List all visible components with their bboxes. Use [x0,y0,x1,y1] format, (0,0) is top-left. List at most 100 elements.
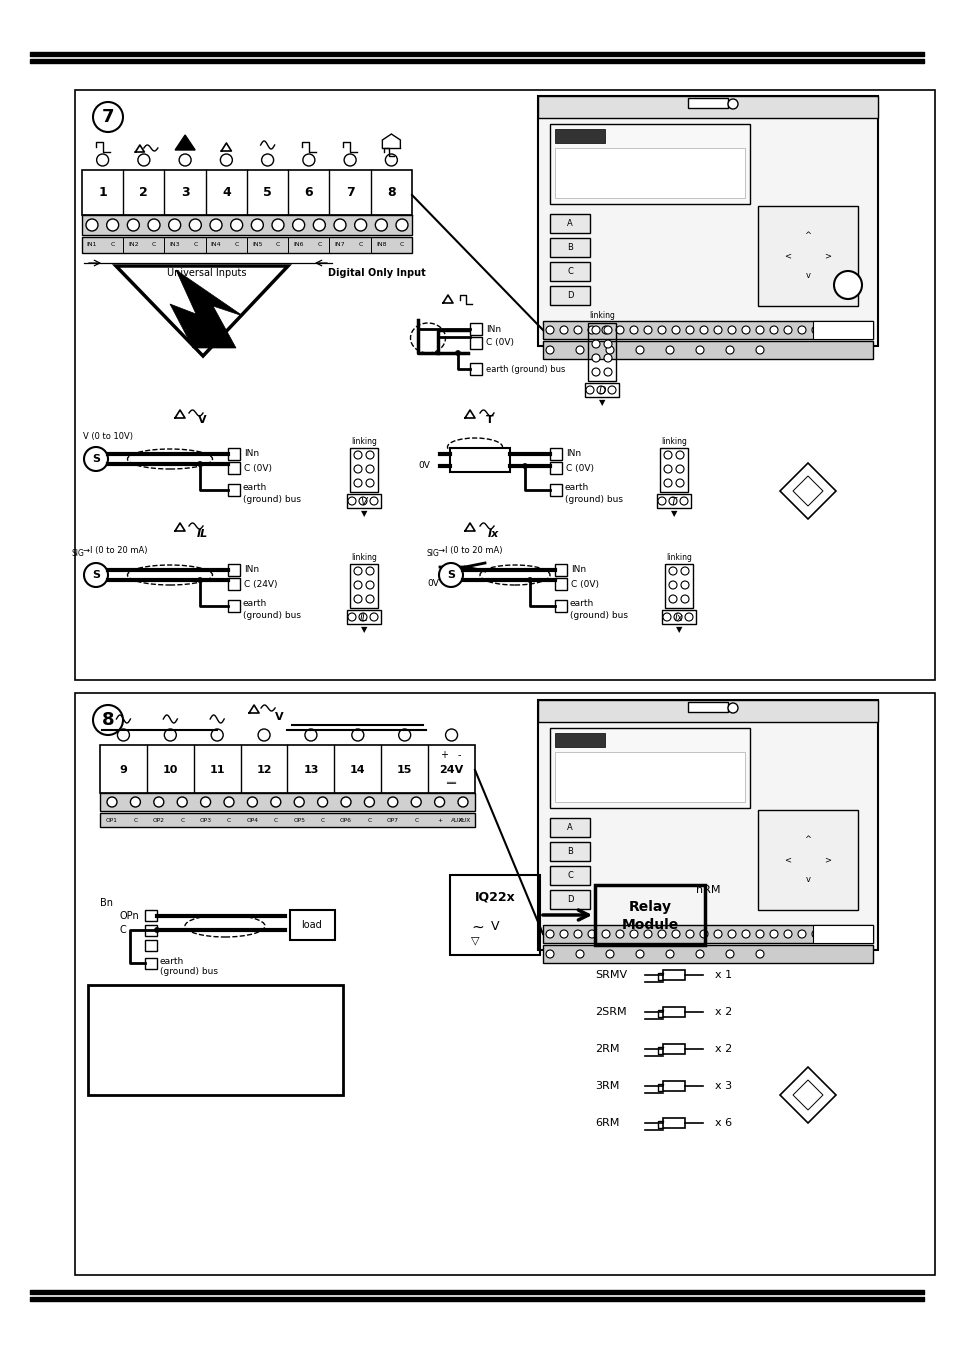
Circle shape [127,219,139,231]
Bar [228,600,240,612]
Text: B: B [566,242,573,251]
Circle shape [366,451,374,459]
Circle shape [366,480,374,486]
Bar [75,693,934,1275]
Circle shape [783,326,791,334]
Circle shape [224,797,233,807]
Circle shape [658,326,665,334]
Bar [537,700,877,721]
Text: Universal Inputs: Universal Inputs [167,267,247,278]
Text: Digital Only Input: Digital Only Input [328,267,425,278]
Text: →I (0 to 20 mA): →I (0 to 20 mA) [83,546,148,554]
Text: SIG: SIG [427,549,439,558]
Circle shape [685,929,693,938]
Text: C (24V): C (24V) [244,580,277,589]
Circle shape [663,451,671,459]
Circle shape [643,326,651,334]
Text: x 2: x 2 [714,1044,732,1054]
Circle shape [811,929,820,938]
Bar [662,1119,684,1128]
Circle shape [673,613,681,621]
Circle shape [727,326,735,334]
Circle shape [574,929,581,938]
Text: nRM: nRM [695,885,720,894]
Circle shape [395,219,408,231]
Circle shape [680,581,688,589]
Circle shape [211,730,223,740]
Text: INn: INn [485,324,500,334]
Text: ▼: ▼ [360,509,367,519]
Bar [145,958,157,969]
Text: C: C [234,242,238,247]
Bar [347,494,380,508]
Bar [555,600,566,612]
Circle shape [727,99,738,109]
Bar [100,793,475,811]
Bar [555,128,604,143]
Circle shape [643,929,651,938]
Circle shape [164,730,176,740]
Text: C: C [133,817,137,823]
Circle shape [355,219,366,231]
Text: +: + [436,817,441,823]
Text: V: V [197,415,206,426]
Circle shape [354,567,361,576]
Polygon shape [780,463,835,519]
Circle shape [197,577,202,582]
Text: IN5: IN5 [252,242,262,247]
Text: OP7: OP7 [386,817,398,823]
Bar [662,1006,684,1017]
Bar [542,925,872,943]
Circle shape [783,929,791,938]
Text: C: C [120,925,127,935]
Circle shape [576,950,583,958]
Circle shape [797,326,805,334]
Circle shape [358,613,367,621]
Circle shape [251,219,263,231]
Circle shape [169,219,180,231]
Circle shape [366,465,374,473]
Circle shape [527,577,532,582]
Text: 6RM: 6RM [595,1119,618,1128]
Text: C: C [316,242,321,247]
Text: ▼: ▼ [675,626,681,635]
Text: +: + [439,750,447,761]
Circle shape [354,465,361,473]
Circle shape [375,219,387,231]
Text: Relay: Relay [628,900,671,915]
Circle shape [592,340,599,349]
Text: 10: 10 [162,765,178,775]
Bar [75,91,934,680]
Text: earth: earth [569,598,594,608]
Text: linking: linking [351,553,376,562]
Circle shape [272,219,284,231]
Text: IL: IL [196,530,208,539]
Circle shape [684,613,692,621]
Text: C: C [358,242,362,247]
Text: IN3: IN3 [170,242,180,247]
Circle shape [445,730,457,740]
Text: 8: 8 [102,711,114,730]
Circle shape [616,326,623,334]
Text: 1: 1 [98,185,107,199]
Bar [550,890,589,909]
Circle shape [840,929,847,938]
Bar [228,449,240,459]
Polygon shape [780,1067,835,1123]
Circle shape [545,326,554,334]
Bar [550,728,749,808]
Circle shape [833,272,862,299]
Text: (ground) bus: (ground) bus [243,494,301,504]
Text: 0V: 0V [427,578,438,588]
Circle shape [302,154,314,166]
Text: ▼: ▼ [598,399,604,408]
Circle shape [271,797,280,807]
Bar [228,578,240,590]
Circle shape [811,326,820,334]
Text: S: S [91,454,100,463]
Circle shape [200,797,211,807]
Text: -: - [461,817,463,823]
Text: x 3: x 3 [714,1081,731,1092]
Circle shape [587,326,596,334]
Text: x 6: x 6 [714,1119,731,1128]
